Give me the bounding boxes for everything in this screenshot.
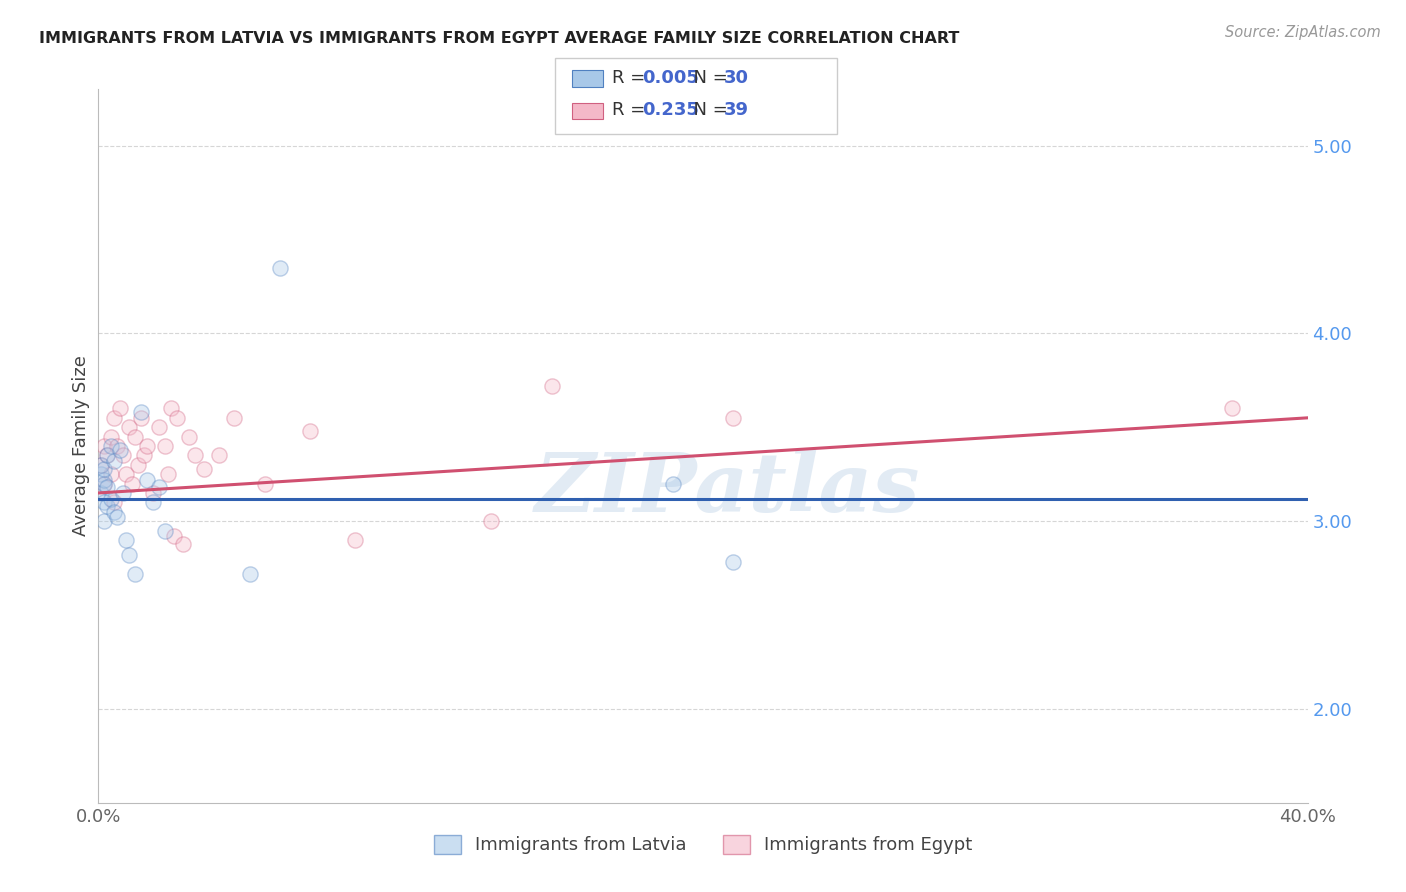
Point bbox=[96, 499, 118, 513]
Point bbox=[121, 476, 143, 491]
Point bbox=[90, 467, 112, 482]
Point bbox=[96, 449, 118, 463]
Point bbox=[723, 556, 745, 570]
Point bbox=[93, 514, 115, 528]
Point bbox=[540, 379, 562, 393]
Point bbox=[193, 461, 215, 475]
Point bbox=[156, 467, 179, 482]
Y-axis label: Average Family Size: Average Family Size bbox=[72, 356, 90, 536]
Point bbox=[114, 533, 136, 547]
Point bbox=[90, 458, 112, 472]
Text: Source: ZipAtlas.com: Source: ZipAtlas.com bbox=[1225, 25, 1381, 40]
Text: N =: N = bbox=[682, 69, 734, 87]
Point bbox=[103, 454, 125, 468]
Point bbox=[344, 533, 367, 547]
Point bbox=[481, 514, 503, 528]
Point bbox=[96, 480, 118, 494]
Point bbox=[135, 473, 157, 487]
Point bbox=[103, 505, 125, 519]
Legend: Immigrants from Latvia, Immigrants from Egypt: Immigrants from Latvia, Immigrants from … bbox=[426, 828, 980, 862]
Point bbox=[103, 495, 125, 509]
Point bbox=[124, 566, 146, 581]
Point bbox=[184, 449, 207, 463]
Point bbox=[129, 410, 152, 425]
Point bbox=[239, 566, 262, 581]
Text: 0.235: 0.235 bbox=[643, 101, 699, 119]
Point bbox=[163, 529, 186, 543]
Point bbox=[129, 405, 152, 419]
Point bbox=[103, 410, 125, 425]
Point bbox=[208, 449, 231, 463]
Point bbox=[90, 458, 112, 472]
Text: R =: R = bbox=[612, 69, 651, 87]
Point bbox=[166, 410, 188, 425]
Point bbox=[100, 491, 122, 506]
Point bbox=[142, 495, 165, 509]
Point bbox=[127, 458, 149, 472]
Point bbox=[124, 429, 146, 443]
Point bbox=[105, 439, 128, 453]
Point bbox=[160, 401, 183, 416]
Point bbox=[93, 473, 115, 487]
Point bbox=[93, 439, 115, 453]
Point bbox=[93, 495, 115, 509]
Point bbox=[135, 439, 157, 453]
Point bbox=[299, 424, 322, 438]
Point bbox=[93, 476, 115, 491]
Point bbox=[96, 449, 118, 463]
Point bbox=[142, 486, 165, 500]
Text: R =: R = bbox=[612, 101, 651, 119]
Text: 30: 30 bbox=[724, 69, 749, 87]
Point bbox=[723, 410, 745, 425]
Point bbox=[111, 449, 134, 463]
Point bbox=[224, 410, 246, 425]
Point bbox=[93, 461, 115, 475]
Point bbox=[118, 548, 141, 562]
Text: IMMIGRANTS FROM LATVIA VS IMMIGRANTS FROM EGYPT AVERAGE FAMILY SIZE CORRELATION : IMMIGRANTS FROM LATVIA VS IMMIGRANTS FRO… bbox=[39, 31, 960, 46]
Point bbox=[661, 476, 683, 491]
Point bbox=[1220, 401, 1243, 416]
Point bbox=[148, 480, 170, 494]
Point bbox=[118, 420, 141, 434]
Point bbox=[172, 536, 194, 550]
Point bbox=[153, 524, 176, 538]
Point bbox=[93, 476, 115, 491]
Point bbox=[108, 401, 131, 416]
Text: 39: 39 bbox=[724, 101, 749, 119]
Point bbox=[148, 420, 170, 434]
Point bbox=[105, 510, 128, 524]
Point bbox=[179, 429, 201, 443]
Point bbox=[269, 260, 291, 275]
Text: ZIPatlas: ZIPatlas bbox=[534, 449, 920, 529]
Text: N =: N = bbox=[682, 101, 734, 119]
Point bbox=[111, 486, 134, 500]
Point bbox=[100, 467, 122, 482]
Point bbox=[153, 439, 176, 453]
Point bbox=[100, 439, 122, 453]
Point bbox=[114, 467, 136, 482]
Point bbox=[100, 429, 122, 443]
Point bbox=[108, 442, 131, 457]
Point bbox=[253, 476, 276, 491]
Point bbox=[132, 449, 155, 463]
Text: 0.005: 0.005 bbox=[643, 69, 699, 87]
Point bbox=[90, 486, 112, 500]
